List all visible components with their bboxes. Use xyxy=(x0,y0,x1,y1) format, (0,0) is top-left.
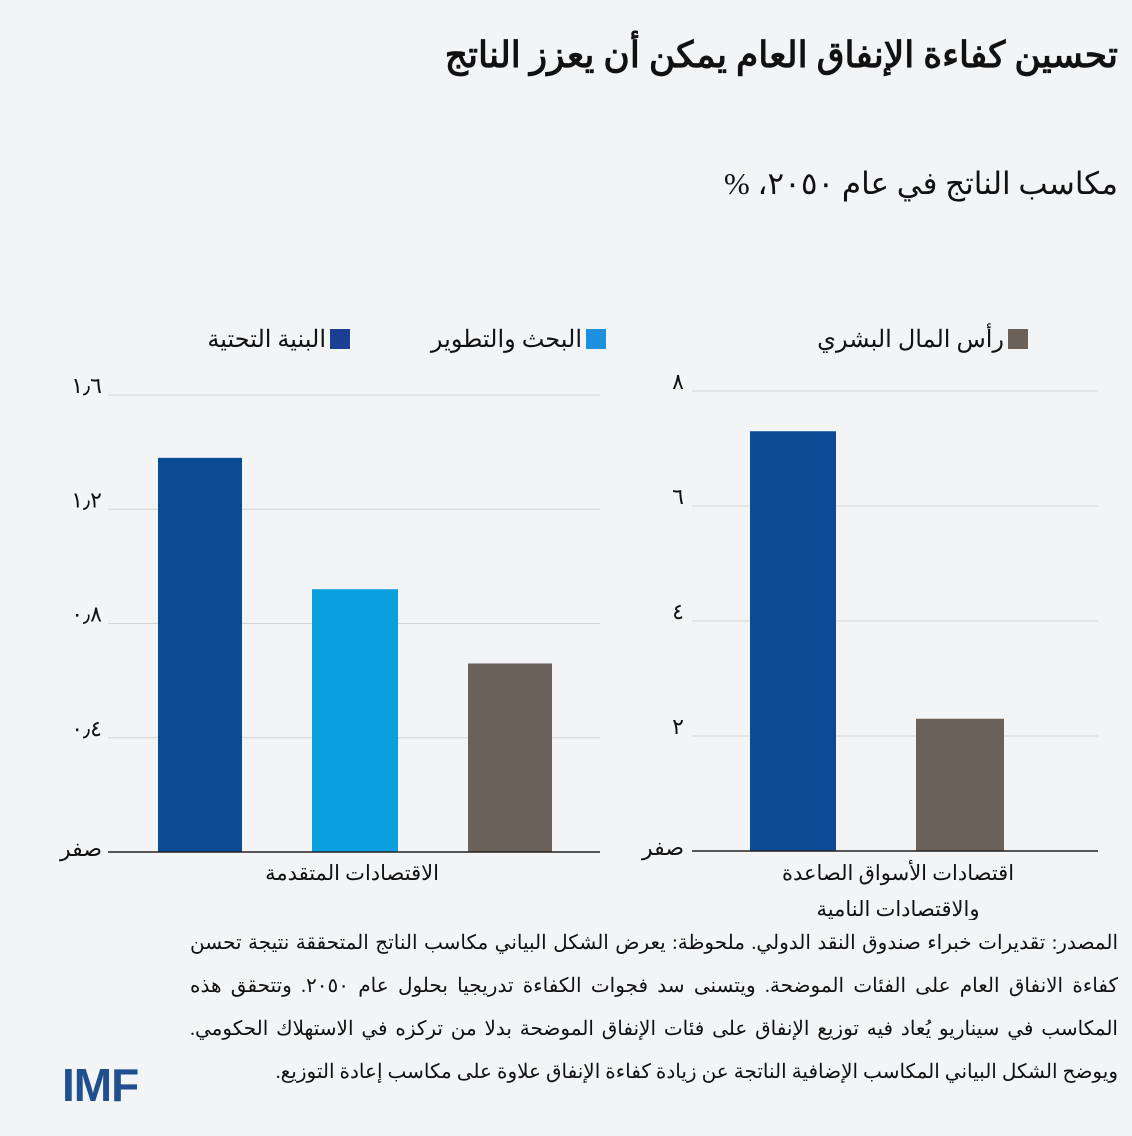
charts-svg: صفر ٠٫٤ ٠٫٨ ١٫٢ ١٫٦ الاقتصادات المتقدمة صفر ٢ ٤ ٦… xyxy=(59,369,1098,920)
legend-item-infrastructure: البنية التحتية xyxy=(207,322,350,356)
y-tick-label: صفر xyxy=(641,835,684,861)
legend-item-rnd: البحث والتطوير xyxy=(431,322,606,356)
y-tick-label: ٠٫٤ xyxy=(71,716,102,741)
y-tick-label: ٨ xyxy=(672,369,684,394)
x-category-label: الاقتصادات المتقدمة xyxy=(265,861,439,885)
bar-3 xyxy=(468,663,552,852)
chart-subtitle: مكاسب الناتج في عام ٢٠٥٠، % xyxy=(723,166,1118,201)
imf-logo: IMF xyxy=(62,1059,139,1111)
y-tick-label: ٠٫٨ xyxy=(71,602,102,627)
chart-title: تحسين كفاءة الإنفاق العام يمكن أن يعزز ا… xyxy=(444,35,1118,75)
legend-swatch xyxy=(1008,329,1028,349)
bar-2 xyxy=(312,589,398,852)
legend-item-human-capital: رأس المال البشري xyxy=(817,322,1028,356)
legend-swatch xyxy=(586,329,606,349)
bar-1 xyxy=(158,457,242,852)
legend-swatch xyxy=(330,329,350,349)
y-tick-label: ١٫٢ xyxy=(71,487,102,512)
y-tick-label: ١٫٦ xyxy=(71,373,102,398)
y-tick-label: ٢ xyxy=(672,714,684,739)
bar-2 xyxy=(916,718,1004,851)
x-category-label: اقتصادات الأسواق الصاعدة xyxy=(782,859,1014,886)
legend-label: البحث والتطوير xyxy=(430,326,582,353)
bar-1 xyxy=(750,431,836,851)
x-category-label: والاقتصادات النامية xyxy=(817,897,980,920)
y-tick-label: ٤ xyxy=(672,599,684,624)
y-tick-label: ٦ xyxy=(672,484,684,509)
legend-label: رأس المال البشري xyxy=(817,326,1004,353)
y-tick-label: صفر xyxy=(59,836,102,862)
source-notes: المصدر: تقديرات خبراء صندوق النقد الدولي… xyxy=(190,932,1118,1083)
legend-label: البنية التحتية xyxy=(207,326,326,353)
